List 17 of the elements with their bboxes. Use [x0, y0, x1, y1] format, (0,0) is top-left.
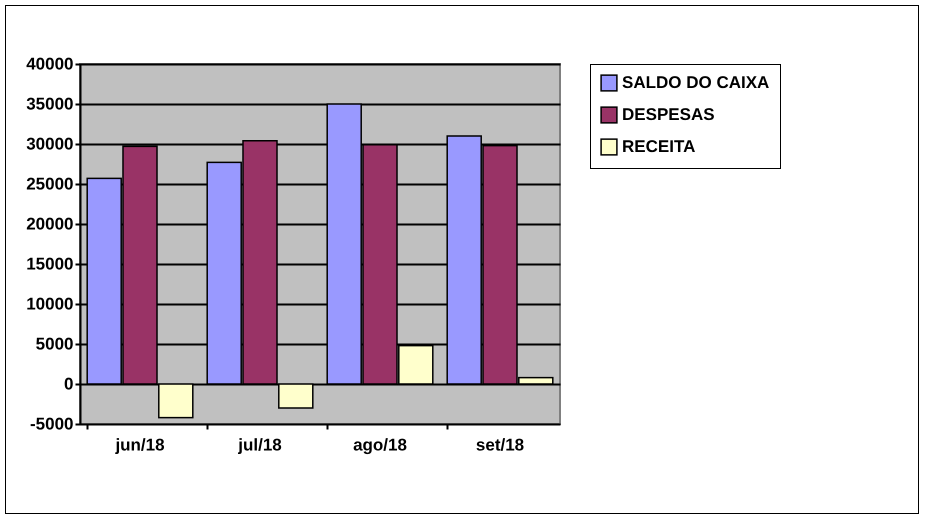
y-tick-label: 20000	[26, 214, 74, 234]
legend-label: DESPESAS	[622, 105, 715, 124]
y-tick-label: 5000	[36, 334, 74, 354]
x-tick-label: jun/18	[114, 436, 165, 454]
legend-label: SALDO DO CAIXA	[622, 73, 770, 92]
y-tick-label: 30000	[26, 134, 74, 154]
y-tick-label: 15000	[26, 254, 74, 274]
x-tick-label: ago/18	[353, 436, 407, 454]
y-tick-label: -5000	[30, 414, 74, 434]
y-tick-label: 0	[64, 374, 74, 394]
x-tick-label: jul/18	[237, 436, 282, 454]
y-tick-label: 10000	[26, 294, 74, 314]
y-tick-label: 40000	[26, 54, 74, 74]
x-tick-label: set/18	[476, 436, 524, 454]
y-tick-label: 25000	[26, 174, 74, 194]
legend-label: RECEITA	[622, 137, 696, 156]
y-tick-label: 35000	[26, 94, 74, 114]
